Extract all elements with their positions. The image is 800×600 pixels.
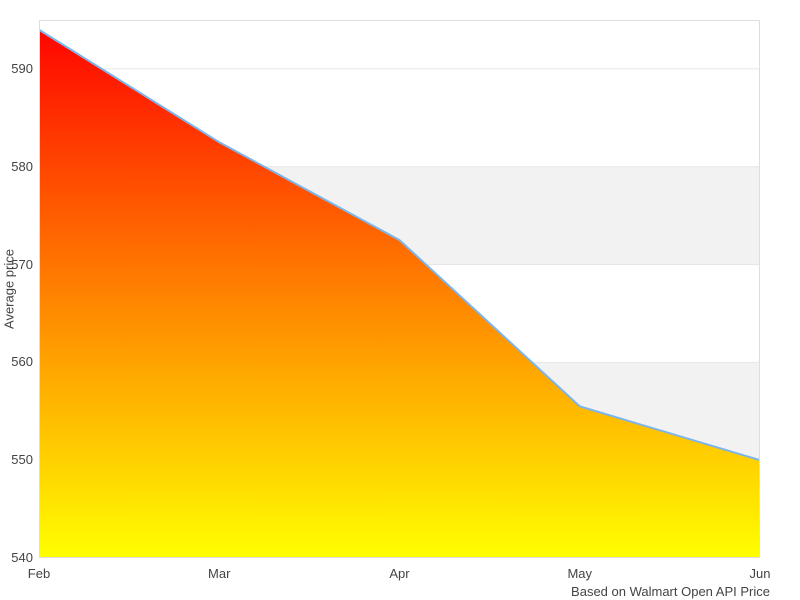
chart-caption: Based on Walmart Open API Price <box>571 584 770 599</box>
area-series-fill <box>39 29 760 558</box>
plot-border <box>39 20 760 558</box>
x-tick-label: Feb <box>27 566 51 581</box>
y-tick-label: 590 <box>11 60 33 76</box>
chart-canvas <box>38 20 761 558</box>
x-tick-label: Jun <box>749 566 771 581</box>
area-series-line <box>38 28 761 462</box>
plot-area <box>38 20 761 558</box>
x-tick-label: May <box>567 566 593 581</box>
y-tick-label: 580 <box>11 158 33 174</box>
x-tick-label: Apr <box>389 566 410 581</box>
y-tick-label: 570 <box>11 256 33 272</box>
y-tick-label: 540 <box>11 550 33 565</box>
y-tick-label: 550 <box>11 452 33 468</box>
x-tick-label: Mar <box>208 566 231 581</box>
y-tick-label: 560 <box>11 354 33 370</box>
